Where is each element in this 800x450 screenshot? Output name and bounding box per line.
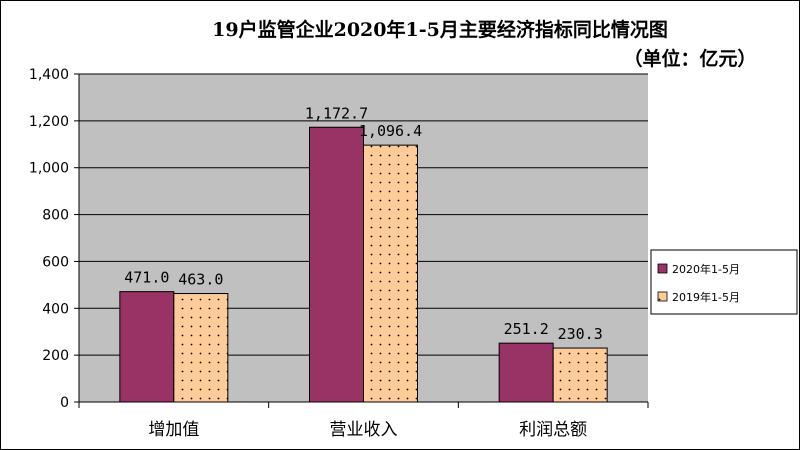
legend-box bbox=[650, 249, 798, 315]
legend: 2020年1-5月 2019年1-5月 bbox=[650, 249, 798, 315]
y-tick-label: 600 bbox=[42, 254, 69, 270]
data-labels: 471.0 463.0 1,172.71,096.4 251.2 230.3 bbox=[124, 104, 602, 343]
data-label: 230.3 bbox=[558, 325, 603, 343]
y-tick-label: 1,000 bbox=[29, 161, 69, 177]
bar-2019 bbox=[363, 144, 418, 403]
y-tick-label: 400 bbox=[42, 301, 69, 317]
data-label: 251.2 bbox=[504, 320, 549, 338]
x-category-label: 营业收入 bbox=[330, 420, 398, 440]
legend-swatch-2019 bbox=[657, 291, 668, 302]
x-category-label: 增加值 bbox=[148, 420, 199, 440]
data-label: 471.0 bbox=[124, 269, 169, 287]
bar-2020 bbox=[309, 126, 364, 403]
y-tick-label: 0 bbox=[60, 395, 69, 411]
y-tick-label: 1,200 bbox=[29, 114, 69, 130]
y-tick-label: 200 bbox=[42, 348, 69, 364]
bars bbox=[119, 126, 608, 403]
data-label: 1,172.7 bbox=[305, 104, 368, 122]
legend-swatch-2020 bbox=[657, 263, 668, 274]
bar-2019 bbox=[173, 293, 229, 403]
chart-subtitle: （单位：亿元） bbox=[623, 47, 756, 70]
legend-label-2020: 2020年1-5月 bbox=[672, 262, 740, 276]
data-label: 1,096.4 bbox=[359, 122, 422, 140]
y-axis-ticks: 0 200 400 600 800 1,000 1,200 1,400 bbox=[29, 67, 79, 411]
y-tick-label: 800 bbox=[42, 208, 69, 224]
bar-2020 bbox=[119, 291, 175, 403]
chart-title: 19户监管企业2020年1-5月主要经济指标同比情况图 bbox=[212, 18, 668, 41]
x-category-label: 利润总额 bbox=[519, 420, 587, 440]
x-axis-categories: 增加值 营业收入 利润总额 bbox=[148, 420, 587, 440]
data-label: 463.0 bbox=[178, 271, 223, 289]
legend-label-2019: 2019年1-5月 bbox=[672, 290, 740, 304]
y-tick-label: 1,400 bbox=[29, 67, 69, 83]
bar-2019 bbox=[552, 347, 608, 403]
bar-2020 bbox=[498, 342, 554, 403]
